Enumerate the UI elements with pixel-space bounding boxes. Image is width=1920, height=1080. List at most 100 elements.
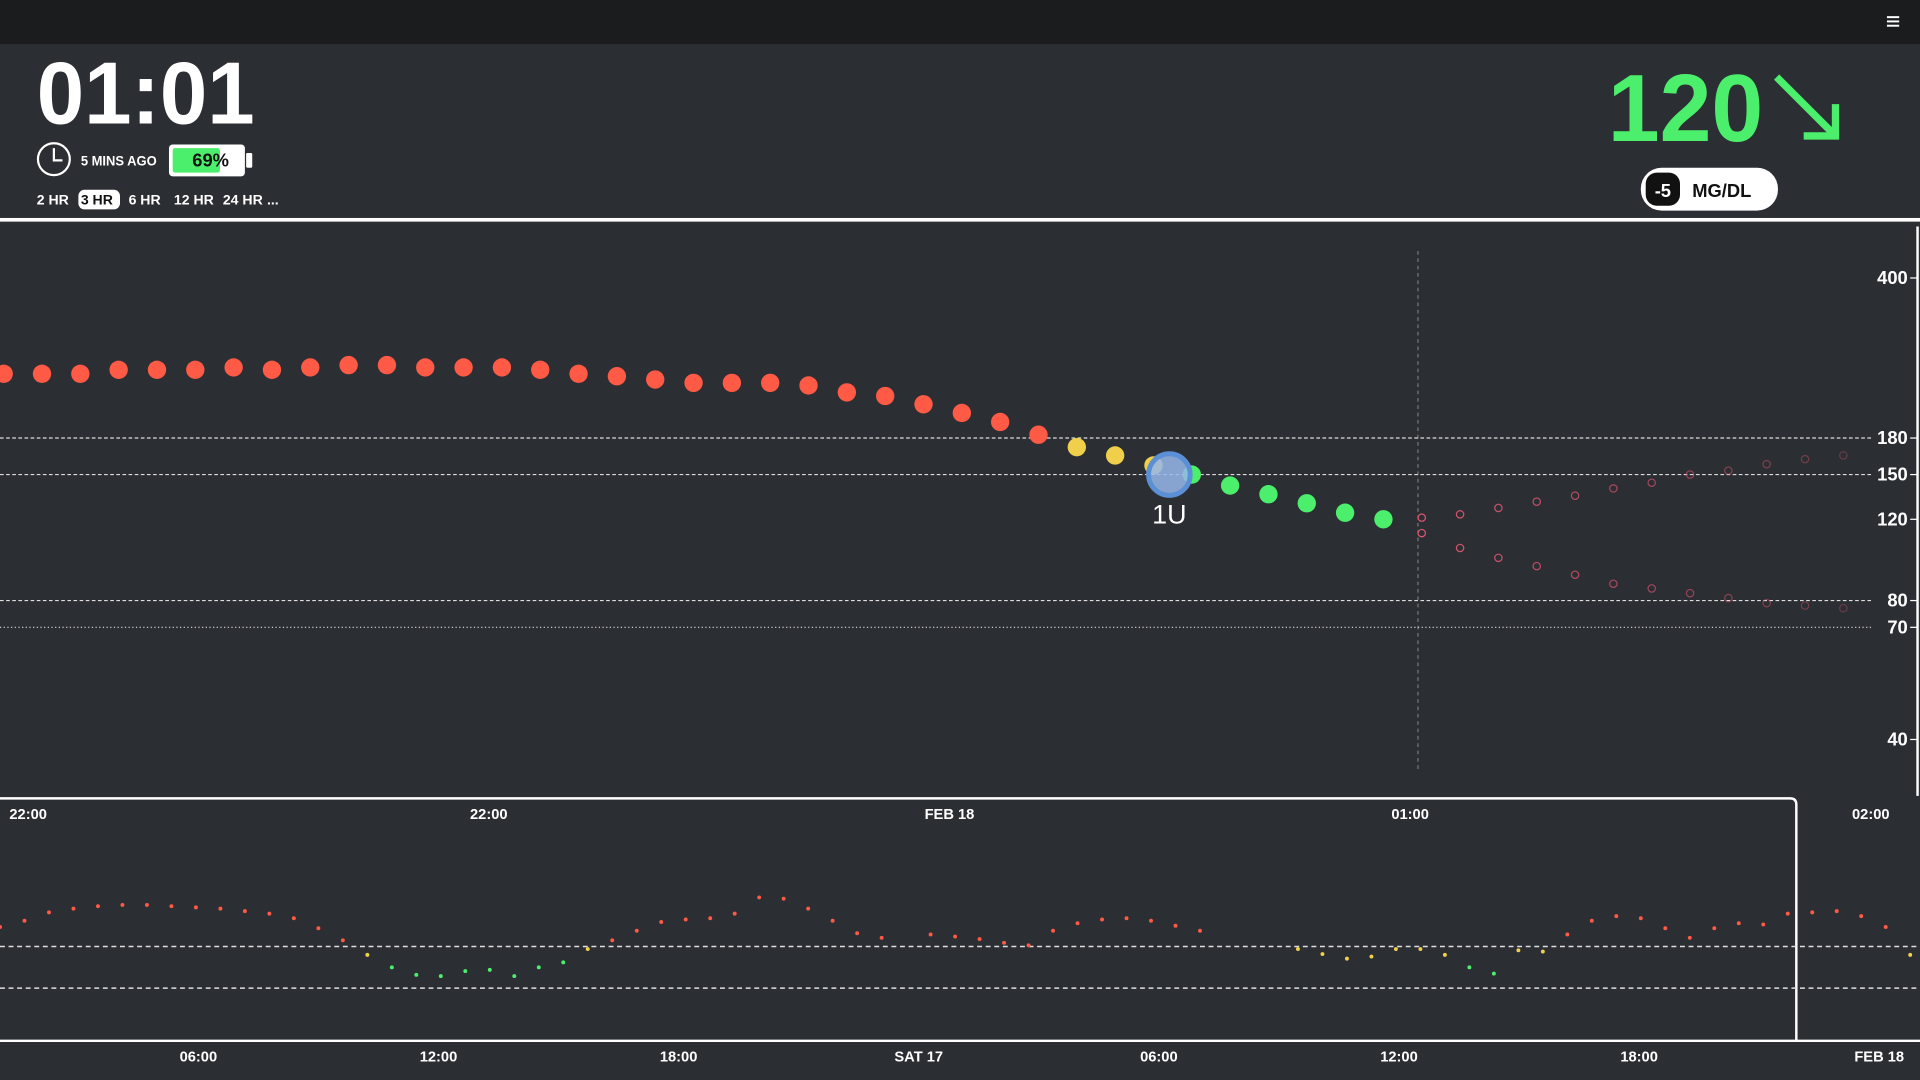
brush-reading — [1883, 925, 1888, 929]
brush-reading — [610, 938, 615, 943]
brush-reading — [1418, 947, 1423, 951]
brush-reading — [1614, 914, 1619, 919]
battery-nub — [246, 153, 253, 168]
bg-reading — [837, 383, 857, 402]
brush-reading — [1124, 916, 1129, 921]
brush-reading — [0, 925, 2, 929]
brush-reading — [438, 974, 443, 979]
clock: 01:01 — [37, 44, 255, 143]
brush-reading — [1320, 952, 1325, 956]
brush-reading — [683, 917, 688, 922]
range-buttons: 2 HR 3 HR 6 HR 12 HR 24 HR... — [37, 189, 279, 210]
brush-reading — [1712, 926, 1717, 931]
brush-x-label: 06:00 — [180, 1050, 218, 1066]
bg-reading — [109, 360, 128, 379]
brush-x-label: 12:00 — [1380, 1050, 1418, 1066]
brush-reading — [1810, 910, 1815, 915]
bg-reading — [377, 355, 397, 375]
brush-reading — [1026, 943, 1031, 948]
bg-reading — [876, 386, 895, 406]
bg-reading — [990, 412, 1010, 432]
y-tick-label: 150 — [1877, 464, 1908, 485]
brush-reading — [879, 935, 884, 940]
battery-label: 69% — [192, 150, 229, 171]
brush-reading — [1908, 952, 1913, 957]
prediction-point — [1609, 579, 1618, 589]
brush-reading — [830, 918, 835, 923]
y-tick-label: 180 — [1877, 427, 1908, 448]
battery: 69% — [168, 144, 253, 177]
delta-badge — [1645, 172, 1680, 206]
bg-reading — [952, 403, 972, 423]
brush-reading — [708, 916, 713, 921]
brush-x-label: SAT 17 — [894, 1050, 943, 1066]
current-bg: 120 — [1608, 56, 1764, 162]
y-tick-label: 70 — [1887, 616, 1907, 637]
brush-reading — [561, 960, 566, 965]
brush-reading — [634, 928, 639, 933]
brush-reading — [22, 918, 27, 923]
bg-reading — [722, 373, 742, 393]
treatment[interactable] — [1146, 451, 1193, 498]
prediction-point — [1724, 593, 1733, 603]
brush-reading — [1393, 947, 1398, 951]
brush-reading — [1198, 928, 1202, 933]
brush-reading — [1859, 914, 1864, 919]
bg-reading — [262, 360, 282, 379]
brush-reading — [389, 965, 394, 970]
brush-reading — [218, 906, 223, 911]
bg-reading — [339, 355, 358, 375]
brush-reading — [1687, 935, 1692, 940]
brush-window[interactable] — [0, 797, 1798, 1041]
brush-reading — [659, 920, 664, 924]
x-tick-label: FEB 18 — [925, 807, 975, 823]
brush-x-label: 12:00 — [420, 1050, 458, 1066]
brush-chart: 06:00 12:00 18:00 SAT 17 06:00 12:00 18:00 FEB … — [0, 895, 1920, 1066]
brush-reading — [267, 911, 272, 916]
prediction-point — [1570, 491, 1580, 500]
brush-x-label: 18:00 — [1620, 1050, 1658, 1066]
prediction-point — [1724, 466, 1733, 475]
brush-reading — [1761, 922, 1766, 927]
prediction-point — [1417, 513, 1427, 522]
brush-reading — [1467, 965, 1472, 970]
range-button[interactable]: 2 HR — [37, 191, 69, 207]
brush-reading — [1173, 923, 1178, 928]
bg-reading — [1105, 446, 1125, 465]
brush-reading — [1663, 926, 1668, 931]
bg-reading — [224, 358, 243, 377]
y-tick-label: 120 — [1877, 508, 1908, 529]
range-button[interactable]: ... — [267, 191, 279, 207]
menu-button[interactable] — [1886, 16, 1900, 27]
prediction-point — [1417, 528, 1427, 538]
brush-reading — [1149, 918, 1153, 923]
prediction-point — [1839, 451, 1848, 460]
prediction-point — [1455, 543, 1465, 553]
bg-reading — [1297, 494, 1316, 513]
treatment-label: 1U — [1152, 500, 1186, 530]
prediction-point — [1685, 588, 1695, 598]
prediction-point — [1839, 603, 1848, 613]
brush-x-label: FEB 18 — [1854, 1050, 1904, 1066]
brush-reading — [1296, 947, 1300, 951]
last-reading: 5 MINS AGO — [81, 152, 157, 168]
range-button[interactable]: 12 HR — [174, 191, 214, 207]
prediction-point — [1685, 470, 1695, 479]
range-button[interactable]: 6 HR — [129, 191, 161, 207]
bg-reading — [914, 395, 933, 414]
delta: -5 — [1655, 180, 1671, 201]
range-button[interactable]: 3 HR — [81, 191, 113, 207]
bg-reading — [1220, 476, 1240, 495]
prediction-point — [1800, 454, 1810, 464]
bg-reading — [454, 358, 473, 377]
prediction-point — [1494, 503, 1503, 513]
range-button[interactable]: 24 HR — [223, 191, 263, 207]
brush-reading — [806, 906, 811, 911]
brush-reading — [414, 972, 419, 977]
brush-reading — [1442, 952, 1447, 957]
brush-reading — [365, 952, 370, 957]
bg-reading — [71, 364, 90, 383]
brush-reading — [512, 974, 517, 979]
bg-reading — [32, 364, 52, 383]
battery-level — [172, 148, 220, 173]
